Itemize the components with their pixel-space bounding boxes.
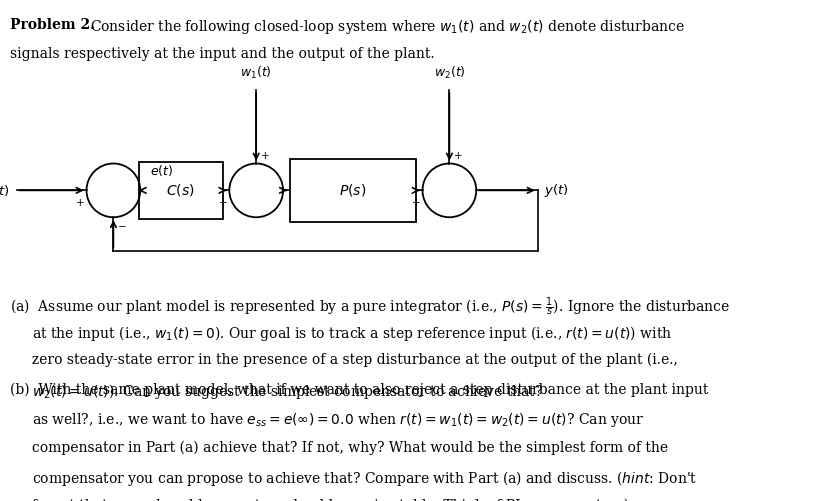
Text: $w_2(t)$: $w_2(t)$ [433,65,465,81]
Text: at the input (i.e., $w_1(t) = 0$). Our goal is to track a step reference input (: at the input (i.e., $w_1(t) = 0$). Our g… [10,324,672,343]
Text: $+$: $+$ [260,150,269,161]
Text: $r(t)$: $r(t)$ [0,183,10,198]
Text: as well?, i.e., we want to have $e_{ss} = e(\infty) = 0.0$ when $r(t) = w_1(t) =: as well?, i.e., we want to have $e_{ss} … [10,411,644,429]
Text: $C(s)$: $C(s)$ [166,182,195,198]
Text: compensator you can propose to achieve that? Compare with Part (a) and discuss. : compensator you can propose to achieve t… [10,469,697,488]
Text: compensator in Part (a) achieve that? If not, why? What would be the simplest fo: compensator in Part (a) achieve that? If… [10,440,668,455]
Text: Problem 2.: Problem 2. [10,18,95,32]
Text: $+$: $+$ [412,197,421,208]
Text: $e(t)$: $e(t)$ [150,163,174,178]
Text: signals respectively at the input and the output of the plant.: signals respectively at the input and th… [10,47,435,61]
Bar [139,161,223,219]
Text: $+$: $+$ [76,197,85,208]
Text: (a)  Assume our plant model is represented by a pure integrator (i.e., $P(s) = \: (a) Assume our plant model is represente… [10,295,730,318]
Text: $w_1(t)$: $w_1(t)$ [240,65,272,81]
Text: $+$: $+$ [218,197,228,208]
Text: $P(s)$: $P(s)$ [339,182,366,198]
Text: forget that your closed-loop system should remain stable. Think of PI compensato: forget that your closed-loop system shou… [10,498,633,501]
Text: zero steady-state error in the presence of a step disturbance at the output of t: zero steady-state error in the presence … [10,353,678,367]
Text: $w_2(t) = u(t)$). Can you suggest the simplest compensator to achieve that?: $w_2(t) = u(t)$). Can you suggest the si… [10,382,543,401]
Text: $-$: $-$ [117,221,126,230]
Text: Consider the following closed-loop system where $w_1(t)$ and $w_2(t)$ denote dis: Consider the following closed-loop syste… [90,18,685,36]
Text: (b)  With the same plant model, what if we want to also reject a step disturbanc: (b) With the same plant model, what if w… [10,382,708,397]
Bar [290,159,416,221]
Text: $y(t)$: $y(t)$ [544,182,569,199]
Text: $+$: $+$ [453,150,462,161]
